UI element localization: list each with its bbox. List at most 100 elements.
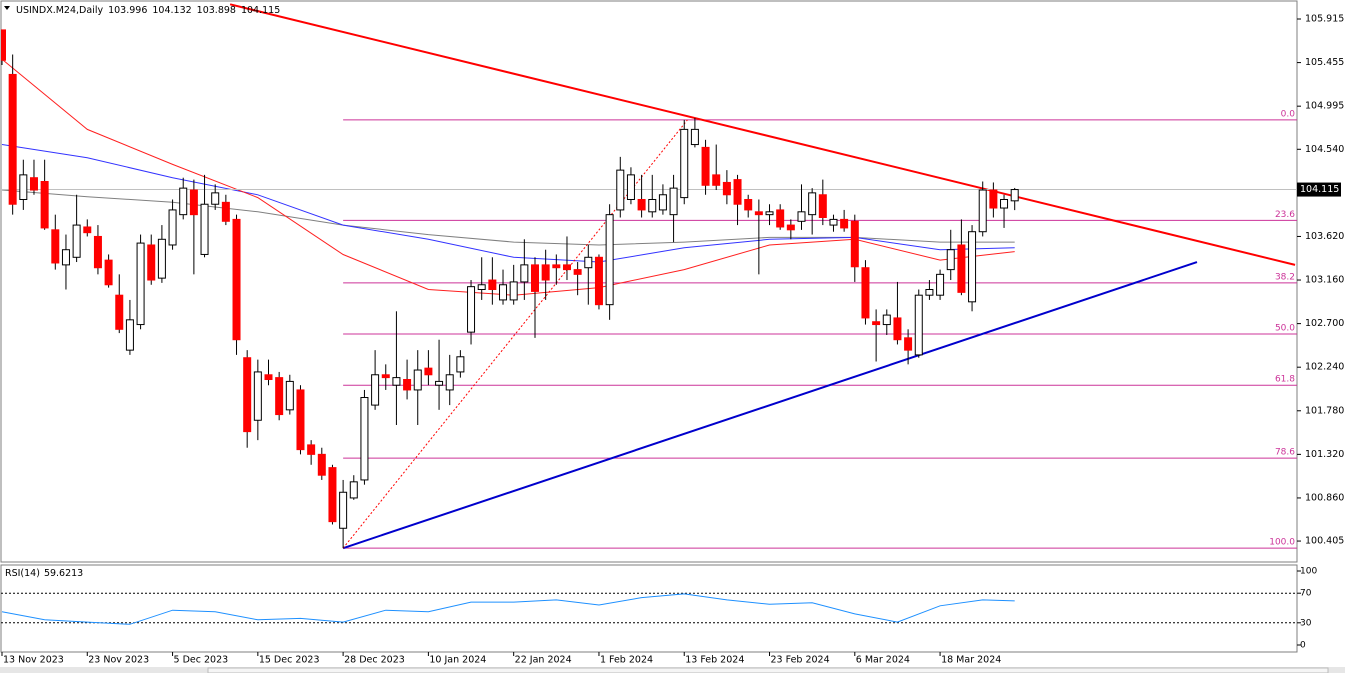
candle-body <box>1000 198 1009 209</box>
candle-body <box>552 264 561 269</box>
candle-body <box>200 203 209 255</box>
rsi-panel <box>0 564 1298 653</box>
candle-body <box>29 177 38 191</box>
rsi-plot <box>1 592 1297 625</box>
candle-body <box>371 374 380 406</box>
rsi-tick-label: 0 <box>1300 641 1306 651</box>
rsi-tick-label: 70 <box>1300 589 1312 599</box>
fib-label: 61.8 <box>1275 375 1295 385</box>
candle-body <box>253 371 262 421</box>
y-tick-label: 103.620 <box>1305 231 1344 242</box>
y-tick-label: 100.860 <box>1305 492 1344 503</box>
candle-body <box>435 380 444 386</box>
rsi-tick-label: 30 <box>1300 618 1312 628</box>
ohlc-value: 103.898 <box>197 5 236 16</box>
candle-body <box>722 181 731 196</box>
candle-body <box>776 209 785 228</box>
rsi-line <box>1 593 1015 625</box>
candle-body <box>189 189 198 216</box>
candle-body <box>669 187 678 216</box>
candle-body <box>125 319 134 351</box>
x-tick-label: 13 Feb 2024 <box>685 655 744 666</box>
ohlc-value: 103.996 <box>108 5 147 16</box>
candle-body <box>179 187 188 216</box>
x-tick-label: 15 Dec 2023 <box>259 655 320 666</box>
candle-body <box>211 192 220 205</box>
header-arrow[interactable] <box>4 6 10 10</box>
rsi-tick-label: 100 <box>1300 567 1317 577</box>
candle-body <box>872 321 881 326</box>
ohlc-value: 104.132 <box>152 5 191 16</box>
candle-body <box>680 128 689 199</box>
candle-body <box>403 379 412 391</box>
candle-body <box>616 169 625 211</box>
price-tag-label: 104.115 <box>1300 184 1339 195</box>
fib-label: 78.6 <box>1275 448 1295 458</box>
candle-body <box>488 279 497 291</box>
candle-body <box>818 194 827 219</box>
candle-body <box>328 467 337 523</box>
candle-body <box>381 374 390 379</box>
rsi-value: 59.6213 <box>44 568 83 579</box>
candle-body <box>989 189 998 209</box>
candle-body <box>850 220 859 268</box>
candle-body <box>19 174 28 200</box>
candle-body <box>893 317 902 341</box>
candle-body <box>456 356 465 373</box>
candle-body <box>914 294 923 356</box>
x-tick-label: 13 Nov 2023 <box>3 655 64 666</box>
candle-body <box>115 294 124 330</box>
candle-body <box>562 264 571 271</box>
candle-body <box>93 235 102 269</box>
fib-label: 0.0 <box>1281 109 1296 119</box>
candle-body <box>594 256 603 306</box>
candle-body <box>605 214 614 306</box>
candle-body <box>701 146 710 186</box>
candle-body <box>712 174 721 186</box>
candle-body <box>1010 189 1019 202</box>
fib-label: 50.0 <box>1275 324 1295 334</box>
candle-body <box>541 264 550 281</box>
candle-body <box>83 226 92 234</box>
candle-body <box>573 269 582 275</box>
candle-body <box>275 377 284 416</box>
candle-body <box>307 444 316 455</box>
x-tick-label: 23 Nov 2023 <box>88 655 149 666</box>
candle-body <box>445 374 454 391</box>
y-tick-label: 104.540 <box>1305 144 1344 155</box>
y-tick-label: 105.915 <box>1305 14 1344 25</box>
scroll-thumb[interactable] <box>207 667 1329 673</box>
candle-body <box>157 238 166 279</box>
candle-body <box>744 198 753 211</box>
x-tick-label: 6 Mar 2024 <box>856 655 910 666</box>
candle-body <box>882 314 891 326</box>
y-tick-label: 101.320 <box>1305 449 1344 460</box>
fib-label: 38.2 <box>1275 272 1295 282</box>
y-tick-label: 103.160 <box>1305 275 1344 286</box>
y-tick-label: 102.240 <box>1305 362 1344 373</box>
candle-body <box>840 218 849 229</box>
x-tick-label: 22 Jan 2024 <box>515 655 572 666</box>
x-tick-label: 28 Dec 2023 <box>344 655 405 666</box>
main-panel <box>0 0 1298 563</box>
candle-body <box>1 29 6 61</box>
candle-body <box>637 198 646 211</box>
candle-body <box>829 218 838 226</box>
candle-body <box>978 189 987 233</box>
candle-body <box>264 374 273 381</box>
candle-body <box>339 491 348 529</box>
candle-body <box>690 128 699 146</box>
candle-body <box>467 286 476 333</box>
candle-body <box>936 273 945 296</box>
candle-body <box>765 211 774 216</box>
candle-body <box>413 369 422 391</box>
candle-body <box>808 192 817 216</box>
candle-body <box>733 179 742 205</box>
candle-body <box>786 224 795 231</box>
y-tick-label: 105.455 <box>1305 57 1344 68</box>
fib-label: 23.6 <box>1275 210 1295 220</box>
x-tick-label: 18 Mar 2024 <box>941 655 1001 666</box>
